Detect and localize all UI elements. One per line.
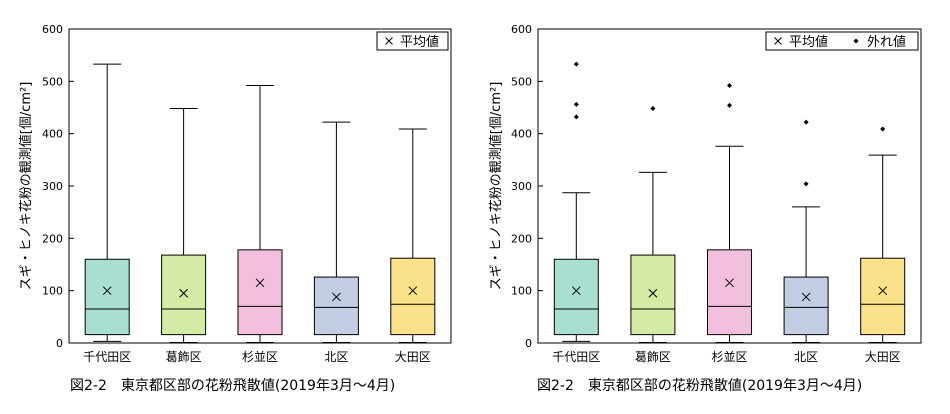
box-1 — [553, 192, 599, 342]
legend-box — [765, 31, 919, 51]
box-iqr — [313, 276, 359, 336]
box-2 — [161, 108, 207, 343]
mean-marker — [332, 292, 341, 302]
box-2 — [630, 171, 676, 343]
y-tick-label: 200 — [42, 232, 63, 245]
y-tick-label: 0 — [525, 337, 532, 350]
legend-mean-marker — [385, 37, 393, 45]
y-tick-label: 600 — [42, 23, 63, 36]
box-3 — [237, 85, 283, 343]
x-tick-label: 千代田区 — [552, 350, 600, 364]
box-5 — [390, 128, 436, 343]
chart-panel-1: 0 100 200 300 400 500 600 スギ・ヒノキ花粉の観測値[個/cm²] 千代… — [18, 23, 452, 394]
x-tick-label: 大田区 — [865, 350, 901, 364]
mean-marker — [571, 286, 581, 296]
outlier-point — [573, 61, 579, 67]
legend: 平均値 — [376, 31, 449, 51]
box-1 — [84, 63, 130, 342]
x-tick-label: 杉並区 — [711, 350, 747, 364]
outlier-point — [727, 102, 732, 108]
mean-marker — [179, 288, 188, 298]
box-iqr — [630, 254, 676, 336]
x-tick-label: 北区 — [324, 350, 348, 364]
mean-marker — [255, 278, 265, 288]
box-4 — [783, 206, 829, 343]
y-tick-label: 300 — [42, 180, 63, 193]
y-axis-label: スギ・ヒノキ花粉の観測値[個/cm²] — [18, 82, 34, 291]
mean-marker — [648, 288, 658, 298]
legend-label: 平均値 — [400, 34, 439, 50]
y-tick-label: 100 — [511, 285, 532, 298]
box-iqr — [237, 249, 283, 336]
x-tick-label: 大田区 — [395, 350, 431, 364]
y-tick-label: 600 — [511, 23, 532, 36]
y-tick-label: 0 — [56, 337, 63, 350]
outlier-point — [880, 126, 886, 132]
chart-panel-2: 0 100 200 300 400 500 600 スギ・ヒノキ花粉の観測値[個/cm²] 千代… — [488, 23, 922, 394]
mean-marker — [801, 292, 811, 302]
x-tick-label: 千代田区 — [83, 350, 131, 364]
box-iqr — [707, 249, 752, 336]
y-axis-label: スギ・ヒノキ花粉の観測値[個/cm²] — [488, 82, 504, 291]
box-3 — [707, 145, 752, 343]
box-iqr — [860, 257, 906, 336]
legend-box — [376, 31, 449, 51]
y-tick-label: 500 — [42, 75, 63, 88]
x-tick-label: 北区 — [794, 350, 818, 364]
outlier-point — [573, 114, 579, 120]
x-tick-label: 葛飾区 — [635, 350, 671, 364]
box-4 — [313, 121, 359, 343]
box-iqr — [553, 258, 599, 336]
legend-label: 外れ値 — [867, 34, 906, 50]
mean-marker — [725, 278, 734, 288]
mean-marker — [408, 286, 418, 296]
y-tick-label: 300 — [511, 180, 532, 193]
y-tick-label: 100 — [42, 285, 63, 298]
box-iqr — [390, 257, 436, 336]
legend-mean-marker — [774, 37, 782, 45]
x-tick-label: 葛飾区 — [166, 350, 202, 364]
box-iqr — [84, 258, 130, 336]
outlier-point — [573, 101, 579, 107]
box-iqr — [161, 254, 207, 336]
outlier-point — [803, 181, 809, 187]
legend-label: 平均値 — [789, 34, 828, 50]
legend-outlier-marker — [853, 38, 859, 44]
figure-caption: 図2-2 東京都区部の花粉飛散値(2019年3月～4月) — [70, 378, 395, 394]
y-tick-label: 400 — [42, 128, 63, 141]
mean-marker — [102, 286, 112, 296]
box-5 — [860, 154, 906, 343]
legend: 平均値 外れ値 — [765, 31, 919, 51]
mean-marker — [878, 286, 888, 296]
x-tick-label: 杉並区 — [242, 350, 278, 364]
box-iqr — [783, 276, 829, 336]
figure-caption: 図2-2 東京都区部の花粉飛散値(2019年3月～4月) — [537, 378, 862, 394]
y-tick-label: 500 — [511, 75, 532, 88]
outlier-point — [650, 106, 656, 112]
outlier-point — [727, 83, 732, 89]
y-tick-label: 400 — [511, 128, 532, 141]
outlier-point — [803, 119, 809, 125]
y-tick-label: 200 — [511, 232, 532, 245]
